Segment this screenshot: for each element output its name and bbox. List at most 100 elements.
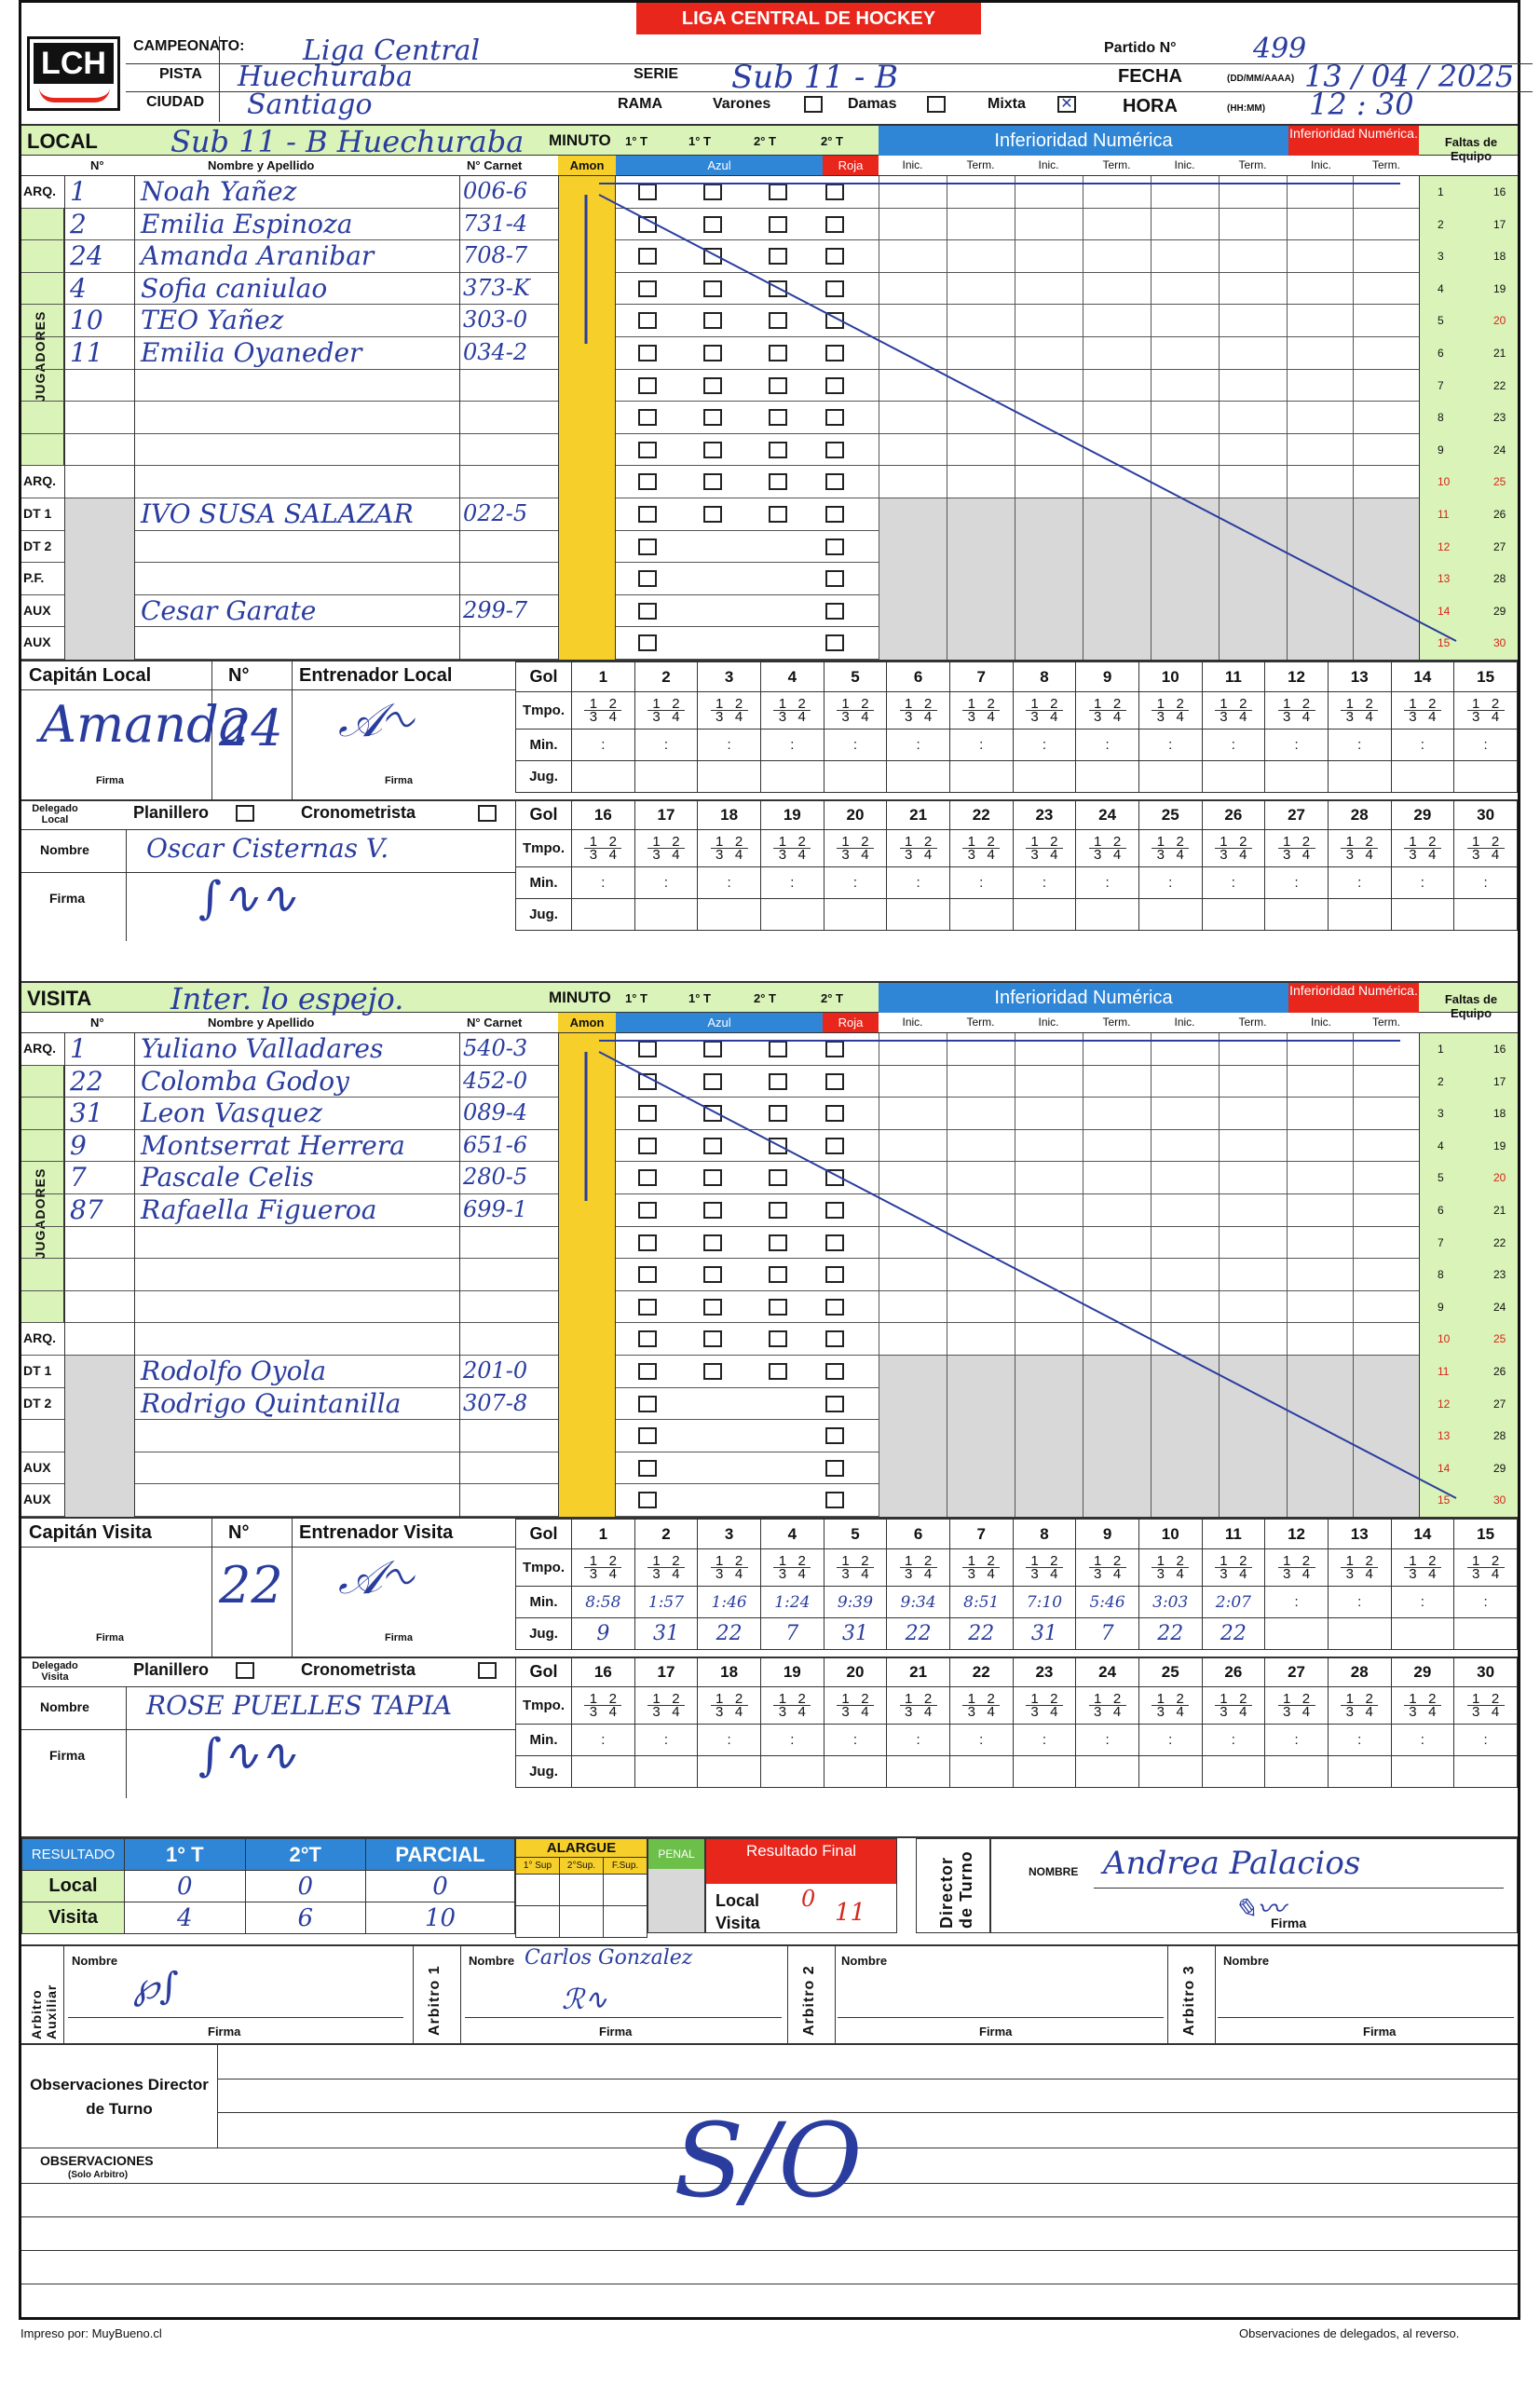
inf-cell[interactable]	[1151, 1387, 1219, 1421]
card-checkbox[interactable]	[825, 376, 844, 394]
goal-player[interactable]: 22	[697, 1617, 761, 1650]
inf-cell[interactable]	[1015, 176, 1083, 209]
inf-cell[interactable]	[947, 402, 1015, 434]
goal-minute[interactable]: :	[1138, 866, 1203, 899]
inf-cell[interactable]	[879, 498, 947, 531]
goal-player[interactable]	[1327, 760, 1392, 793]
inf-cell[interactable]	[1151, 466, 1219, 498]
inf-cell[interactable]	[1219, 466, 1287, 498]
inf-cell[interactable]	[879, 1162, 947, 1194]
inf-cell[interactable]	[1151, 1290, 1219, 1324]
inf-cell[interactable]	[1151, 1098, 1219, 1130]
amon-cell[interactable]	[558, 1065, 616, 1099]
inf-cell[interactable]	[1015, 1194, 1083, 1227]
inf-cell[interactable]	[879, 1356, 947, 1388]
inf2-cell[interactable]	[1287, 1129, 1353, 1163]
goal-player[interactable]	[1453, 1617, 1518, 1650]
goal-player[interactable]	[759, 1755, 825, 1788]
goal-minute[interactable]: :	[571, 729, 635, 761]
card-checkbox[interactable]	[638, 1459, 657, 1477]
inf-cell[interactable]	[879, 1065, 947, 1098]
amon-cell[interactable]	[558, 498, 616, 532]
amon-cell[interactable]	[558, 176, 616, 210]
inf-cell[interactable]	[1151, 594, 1219, 628]
inf-cell[interactable]	[1219, 1226, 1287, 1260]
inf-cell[interactable]	[1083, 176, 1151, 209]
inf2-cell[interactable]	[1353, 1098, 1419, 1130]
inf2-cell[interactable]	[1287, 1194, 1353, 1227]
amon-cell[interactable]	[558, 1162, 616, 1195]
inf2-cell[interactable]	[1287, 1162, 1353, 1194]
amon-cell[interactable]	[558, 433, 616, 468]
card-checkbox[interactable]	[703, 345, 722, 361]
goal-minute[interactable]: :	[1327, 729, 1392, 761]
inf-cell[interactable]	[1151, 627, 1219, 660]
card-checkbox[interactable]	[769, 1041, 787, 1057]
goal-player[interactable]	[823, 1755, 888, 1788]
goal-player[interactable]: 7	[1075, 1617, 1139, 1650]
goal-player[interactable]: 7	[759, 1617, 825, 1650]
inf2-cell[interactable]	[1353, 1194, 1419, 1227]
card-checkbox[interactable]	[825, 473, 844, 491]
goal-player[interactable]	[1390, 1755, 1455, 1788]
goal-player[interactable]: 22	[948, 1617, 1014, 1650]
amon-cell[interactable]	[558, 466, 616, 499]
goal-player[interactable]	[1201, 760, 1266, 793]
inf-cell[interactable]	[879, 1033, 947, 1066]
amon-cell[interactable]	[558, 1194, 616, 1228]
goal-minute[interactable]: :	[1390, 1724, 1455, 1756]
goal-player[interactable]	[1390, 898, 1455, 931]
inf-cell[interactable]	[1151, 337, 1219, 370]
goal-minute[interactable]: :	[1453, 1724, 1518, 1756]
inf2-cell[interactable]	[1287, 563, 1353, 595]
inf-cell[interactable]	[947, 530, 1015, 564]
inf2-cell[interactable]	[1287, 1452, 1353, 1485]
card-checkbox[interactable]	[769, 1363, 787, 1380]
inf2-cell[interactable]	[1287, 466, 1353, 498]
inf2-cell[interactable]	[1353, 305, 1419, 337]
inf-cell[interactable]	[1151, 1452, 1219, 1485]
goal-player[interactable]	[823, 760, 888, 793]
inf-cell[interactable]	[879, 305, 947, 337]
goal-minute[interactable]: :	[886, 729, 950, 761]
inf-cell[interactable]	[1083, 563, 1151, 595]
goal-minute[interactable]: :	[948, 1724, 1014, 1756]
inf2-cell[interactable]	[1287, 1356, 1353, 1388]
goal-player[interactable]: 22	[1138, 1617, 1203, 1650]
goal-player[interactable]	[886, 1755, 950, 1788]
inf-cell[interactable]	[947, 627, 1015, 660]
card-checkbox[interactable]	[703, 506, 722, 523]
inf-cell[interactable]	[947, 176, 1015, 209]
card-checkbox[interactable]	[825, 1202, 844, 1219]
inf2-cell[interactable]	[1287, 402, 1353, 434]
inf-cell[interactable]	[1015, 1226, 1083, 1260]
card-checkbox[interactable]	[703, 1202, 722, 1219]
inf-cell[interactable]	[1083, 1033, 1151, 1066]
inf-cell[interactable]	[947, 369, 1015, 402]
inf2-cell[interactable]	[1353, 627, 1419, 660]
amon-cell[interactable]	[558, 1098, 616, 1131]
card-checkbox[interactable]	[638, 215, 657, 233]
inf-cell[interactable]	[1151, 1033, 1219, 1066]
inf2-cell[interactable]	[1353, 272, 1419, 306]
inf-cell[interactable]	[1015, 240, 1083, 273]
card-checkbox[interactable]	[769, 506, 787, 523]
amon-cell[interactable]	[558, 1387, 616, 1422]
inf-cell[interactable]	[879, 563, 947, 595]
inf-cell[interactable]	[1219, 1129, 1287, 1163]
goal-player[interactable]	[948, 1755, 1014, 1788]
inf-cell[interactable]	[1083, 1323, 1151, 1356]
goal-player[interactable]	[948, 760, 1014, 793]
card-checkbox[interactable]	[638, 1137, 657, 1154]
